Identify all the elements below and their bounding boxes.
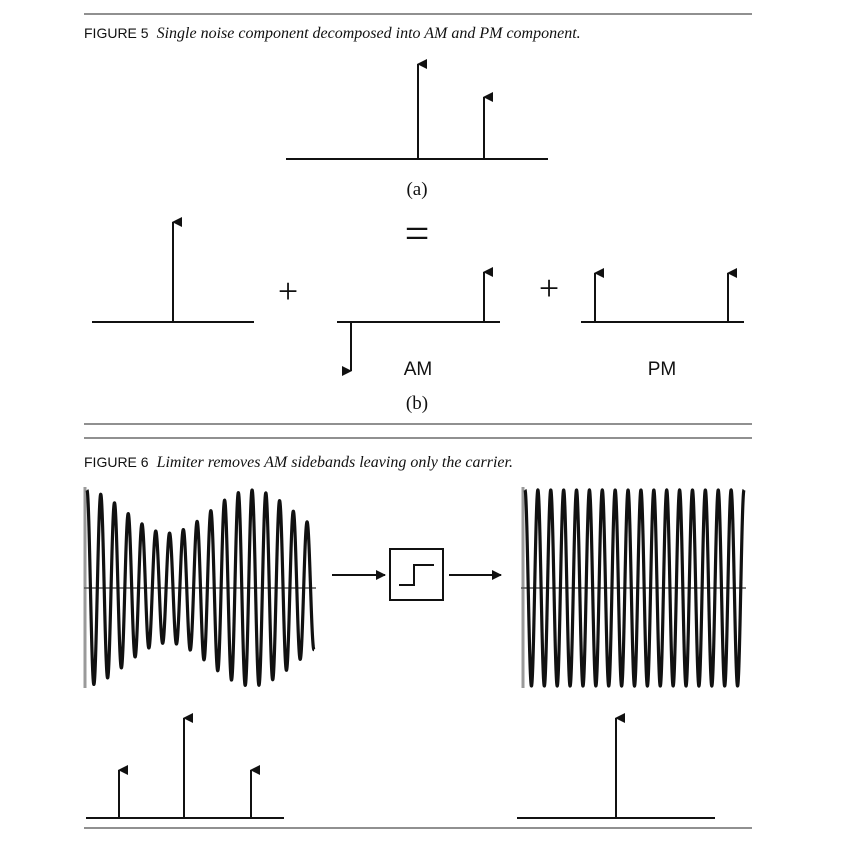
figure5-part-a	[286, 59, 548, 160]
part-a-label: (a)	[406, 179, 427, 200]
figure5-part-b	[92, 217, 744, 376]
limiter-box	[389, 548, 444, 601]
figure5-caption: FIGURE 5 Single noise component decompose…	[84, 25, 581, 42]
plus-sign-1: +	[278, 271, 298, 311]
limiter-block	[389, 548, 444, 601]
limiter-step-icon	[399, 564, 434, 586]
part-b-label: (b)	[406, 393, 428, 414]
figure5-caption-text: Single noise component decomposed into A…	[157, 25, 581, 42]
figure6-label: FIGURE 6	[84, 454, 149, 470]
limited-output-waveform	[521, 487, 746, 688]
constant-wave-path	[523, 488, 746, 688]
output-spectrum	[517, 713, 715, 819]
am-wave-path	[85, 488, 316, 687]
pm-label: PM	[648, 359, 677, 380]
am-label: AM	[404, 359, 433, 380]
plus-sign-2: +	[539, 268, 559, 308]
am-input-waveform	[83, 487, 316, 688]
input-spectrum	[86, 713, 284, 819]
figure6-caption: FIGURE 6 Limiter removes AM sidebands lea…	[84, 454, 513, 471]
figure5-label: FIGURE 5	[84, 25, 149, 41]
figure6-caption-text: Limiter removes AM sidebands leaving onl…	[156, 454, 513, 471]
equals-sign: =	[405, 209, 430, 258]
